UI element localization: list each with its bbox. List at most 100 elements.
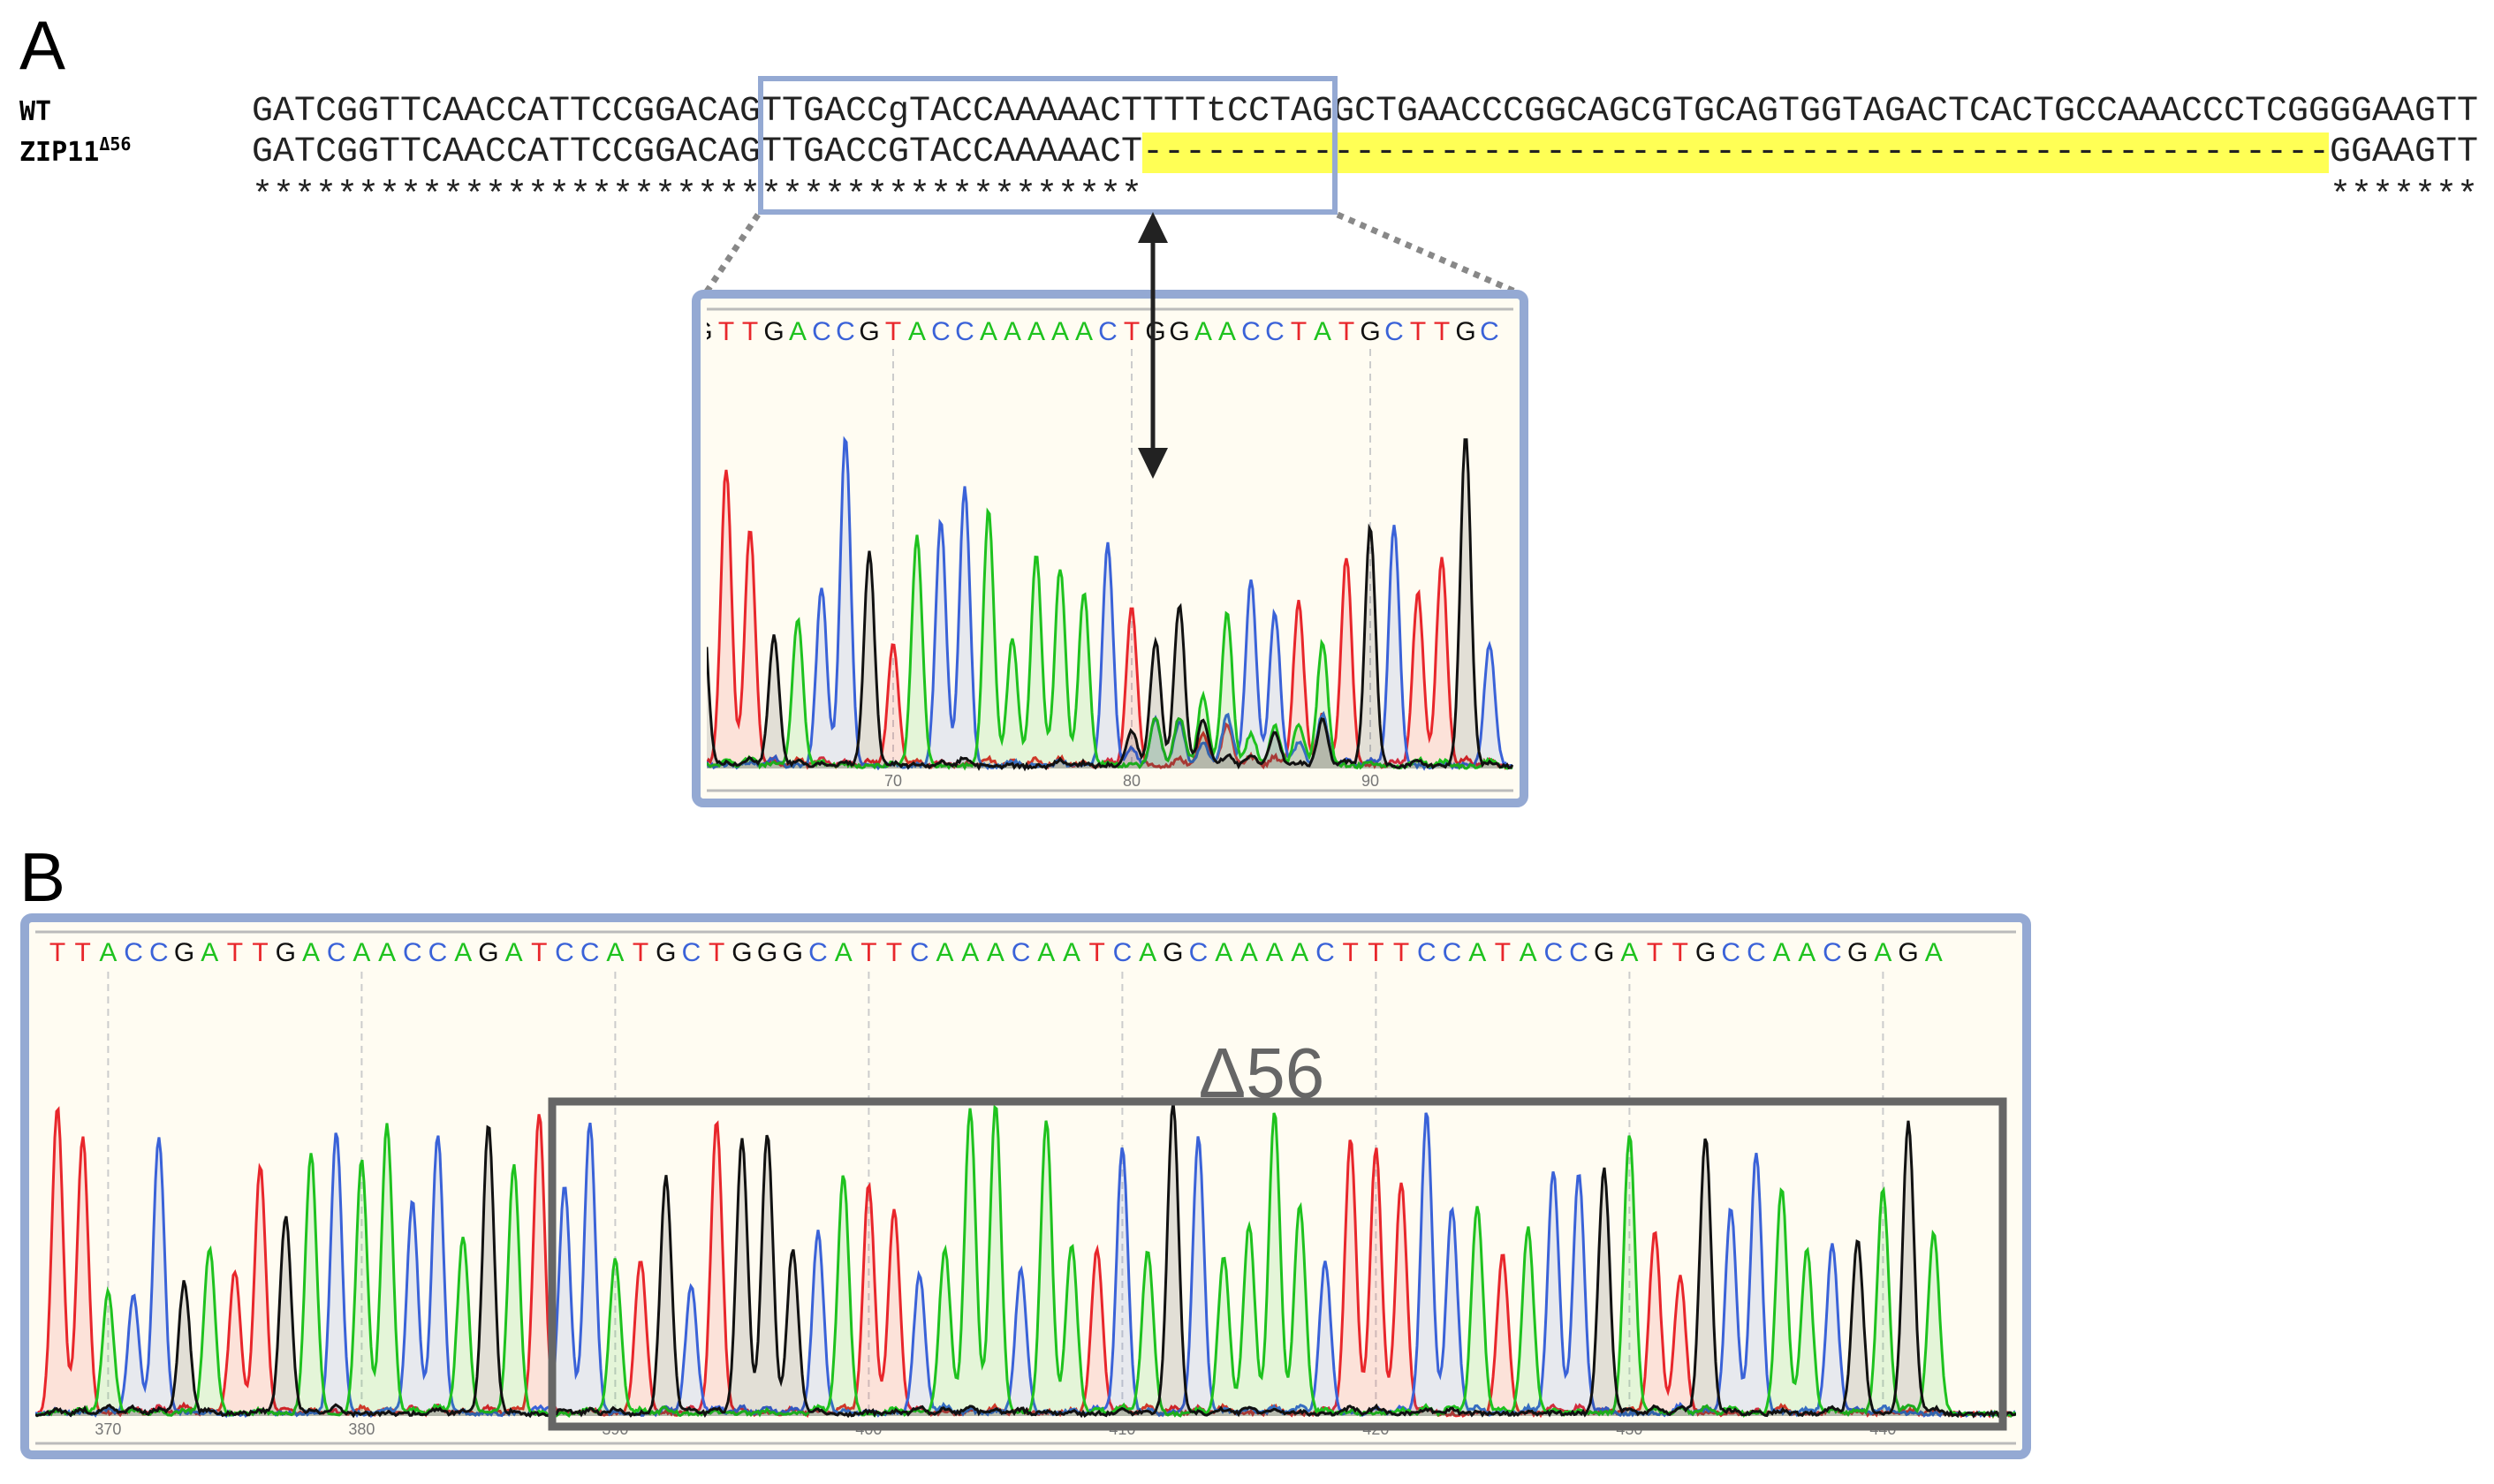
base-call-C: C xyxy=(910,938,929,967)
base-call-A: A xyxy=(352,938,370,967)
base-call-C: C xyxy=(1315,938,1335,967)
base-call-C: C xyxy=(1443,938,1462,967)
trace-G xyxy=(707,438,1513,772)
trace-fill-C xyxy=(707,439,1513,768)
base-call-A: A xyxy=(1520,938,1537,967)
deletion-highlight xyxy=(1142,132,2329,173)
base-call-A: A xyxy=(302,938,320,967)
panel-b-label: B xyxy=(19,838,65,916)
base-call-T: T xyxy=(1393,938,1409,967)
base-call-C: C xyxy=(124,938,143,967)
base-call-C: C xyxy=(1189,938,1209,967)
base-call-C: C xyxy=(1113,938,1133,967)
base-call-G: G xyxy=(1169,317,1189,346)
panel-a-label: A xyxy=(19,6,65,84)
trace-G xyxy=(35,1102,2016,1419)
base-call-G: G xyxy=(656,938,676,967)
base-call-A: A xyxy=(835,938,853,967)
base-call-A: A xyxy=(454,938,472,967)
zoom-region-box xyxy=(758,76,1338,215)
arrow-down-head-icon xyxy=(1138,448,1168,479)
base-call-T: T xyxy=(885,317,901,346)
base-call-A: A xyxy=(1773,938,1791,967)
base-call-A: A xyxy=(936,938,953,967)
base-call-T: T xyxy=(709,938,724,967)
base-call-G: G xyxy=(783,938,803,967)
base-call-T: T xyxy=(49,938,65,967)
base-call-C: C xyxy=(1098,317,1118,346)
base-call-G: G xyxy=(1594,938,1614,967)
axis-tick-label: 70 xyxy=(884,772,902,790)
base-call-A: A xyxy=(1874,938,1891,967)
axis-tick-label: 370 xyxy=(95,1420,121,1438)
axis-tick-label: 80 xyxy=(1123,772,1141,790)
chromatogram-a: 708090GTTGACCGTACCAAAAACTGGAACCTATGCTTGC xyxy=(692,290,1528,807)
base-call-C: C xyxy=(327,938,346,967)
base-call-A: A xyxy=(99,938,117,967)
deletion-site-arrow xyxy=(1138,212,1168,479)
base-call-A: A xyxy=(1027,317,1045,346)
base-call-T: T xyxy=(633,938,648,967)
base-call-G: G xyxy=(1360,317,1380,346)
base-call-T: T xyxy=(75,938,91,967)
base-call-C: C xyxy=(403,938,422,967)
base-call-C: C xyxy=(931,317,951,346)
base-call-T: T xyxy=(1495,938,1511,967)
base-call-G: G xyxy=(276,938,296,967)
base-call-C: C xyxy=(1417,938,1437,967)
base-call-C: C xyxy=(428,938,448,967)
alignment-row-name-mutant: ZIP11Δ56 xyxy=(19,133,131,168)
trace-fill-G xyxy=(707,439,1513,768)
base-call-T: T xyxy=(1368,938,1383,967)
base-call-A: A xyxy=(1266,938,1284,967)
base-call-G: G xyxy=(1163,938,1183,967)
base-call-A: A xyxy=(1240,938,1258,967)
base-call-A: A xyxy=(1004,317,1021,346)
base-call-G: G xyxy=(763,317,784,346)
axis-tick-label: 90 xyxy=(1361,772,1379,790)
base-call-G: G xyxy=(732,938,752,967)
base-call-T: T xyxy=(1434,317,1450,346)
base-call-G: G xyxy=(1145,317,1165,346)
base-call-C: C xyxy=(955,317,974,346)
base-call-A: A xyxy=(1037,938,1055,967)
base-call-A: A xyxy=(505,938,523,967)
base-call-A: A xyxy=(606,938,624,967)
alignment-consensus: ****************************************… xyxy=(252,177,2478,216)
axis-tick-label: 380 xyxy=(348,1420,375,1438)
trace-fill-C xyxy=(35,1112,2016,1416)
base-call-C: C xyxy=(812,317,831,346)
trace-fill-T xyxy=(707,469,1513,768)
base-call-G: G xyxy=(478,938,498,967)
arrow-up-head-icon xyxy=(1138,212,1168,243)
base-call-A: A xyxy=(1798,938,1816,967)
chromatogram-b-frame xyxy=(20,913,2031,1459)
base-call-A: A xyxy=(1063,938,1080,967)
base-call-G: G xyxy=(1455,317,1475,346)
base-call-T: T xyxy=(1338,317,1354,346)
deletion-region-box xyxy=(548,1097,2007,1431)
base-call-T: T xyxy=(742,317,758,346)
base-call-A: A xyxy=(1051,317,1069,346)
base-call-T: T xyxy=(1291,317,1307,346)
base-call-T: T xyxy=(227,938,243,967)
base-call-T: T xyxy=(1089,938,1105,967)
base-call-A: A xyxy=(980,317,997,346)
base-call-A: A xyxy=(1218,317,1236,346)
base-call-A: A xyxy=(1139,938,1156,967)
base-call-C: C xyxy=(1569,938,1588,967)
base-call-A: A xyxy=(1075,317,1093,346)
base-call-C: C xyxy=(1721,938,1740,967)
base-call-A: A xyxy=(1925,938,1943,967)
base-call-C: C xyxy=(1012,938,1031,967)
base-call-C: C xyxy=(1241,317,1261,346)
alignment-sequence-mutant: GATCGGTTCAACCATTCCGGACAGTTGACCGTACCAAAAA… xyxy=(252,132,2478,172)
base-call-A: A xyxy=(1194,317,1212,346)
base-call-G: G xyxy=(757,938,777,967)
base-call-G: G xyxy=(692,317,712,346)
base-call-T: T xyxy=(1647,938,1663,967)
base-call-G: G xyxy=(1695,938,1716,967)
base-call-A: A xyxy=(1468,938,1486,967)
